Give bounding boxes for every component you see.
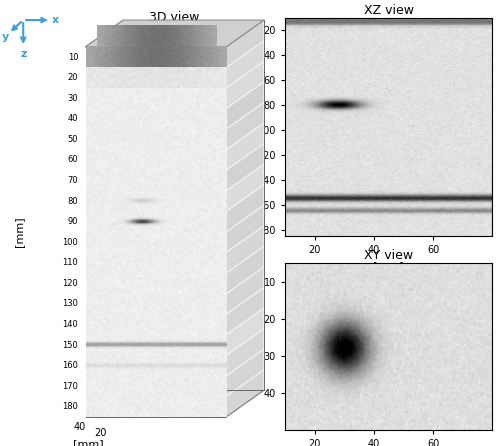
- Text: 160: 160: [62, 361, 78, 370]
- Polygon shape: [226, 349, 264, 396]
- Polygon shape: [226, 164, 264, 211]
- Text: 170: 170: [62, 382, 78, 391]
- Polygon shape: [226, 185, 264, 232]
- Text: 40: 40: [194, 395, 206, 405]
- Text: 130: 130: [62, 299, 78, 308]
- Text: 150: 150: [62, 341, 78, 350]
- Polygon shape: [226, 308, 264, 355]
- Polygon shape: [226, 287, 264, 335]
- Text: 10: 10: [68, 53, 78, 62]
- Polygon shape: [226, 329, 264, 376]
- Polygon shape: [226, 267, 264, 314]
- Text: 110: 110: [62, 258, 78, 267]
- Polygon shape: [86, 20, 264, 47]
- Polygon shape: [226, 370, 264, 417]
- Text: 30: 30: [68, 94, 78, 103]
- Text: 180: 180: [62, 402, 78, 411]
- Polygon shape: [226, 82, 264, 129]
- Polygon shape: [226, 123, 264, 170]
- Text: 120: 120: [62, 279, 78, 288]
- Polygon shape: [226, 102, 264, 150]
- Text: z: z: [20, 49, 26, 58]
- Y-axis label: [mm]: [mm]: [252, 331, 262, 362]
- Text: 70: 70: [68, 176, 78, 185]
- Polygon shape: [226, 20, 264, 67]
- Text: 3D view: 3D view: [149, 11, 199, 24]
- Text: 140: 140: [62, 320, 78, 329]
- Polygon shape: [226, 144, 264, 191]
- Text: 40: 40: [68, 114, 78, 123]
- Text: 60: 60: [68, 156, 78, 165]
- Polygon shape: [226, 226, 264, 273]
- Text: [mm]: [mm]: [14, 217, 24, 247]
- Polygon shape: [226, 205, 264, 252]
- Text: 90: 90: [68, 217, 78, 226]
- Text: 80: 80: [68, 197, 78, 206]
- Title: XY view: XY view: [364, 249, 414, 262]
- Polygon shape: [226, 246, 264, 293]
- Text: 40: 40: [74, 422, 86, 432]
- Text: 50: 50: [68, 135, 78, 144]
- Text: 20: 20: [68, 73, 78, 82]
- Text: 100: 100: [62, 238, 78, 247]
- Text: [mm]: [mm]: [164, 404, 195, 413]
- Text: 20: 20: [152, 395, 164, 405]
- Y-axis label: [mm]: [mm]: [246, 112, 256, 142]
- Text: x: x: [52, 15, 59, 25]
- X-axis label: [mm]: [mm]: [374, 261, 404, 271]
- Text: y: y: [2, 32, 9, 41]
- Title: XZ view: XZ view: [364, 4, 414, 17]
- Polygon shape: [226, 61, 264, 108]
- Text: 20: 20: [94, 428, 106, 438]
- Polygon shape: [226, 41, 264, 88]
- Text: [mm]: [mm]: [73, 439, 104, 446]
